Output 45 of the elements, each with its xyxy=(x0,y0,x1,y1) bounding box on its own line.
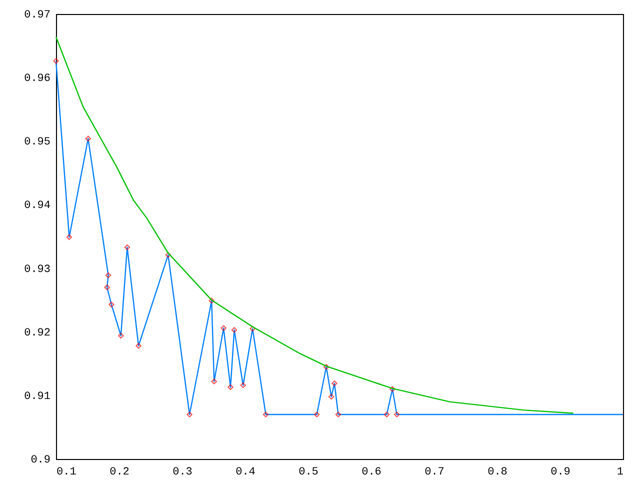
point xyxy=(394,412,400,418)
point xyxy=(211,378,217,384)
point xyxy=(66,234,72,240)
y-tick-label: 0.94 xyxy=(24,200,51,212)
x-tick-label: 0.8 xyxy=(488,466,508,478)
point xyxy=(118,332,124,339)
x-tick-label: 0.4 xyxy=(236,466,256,478)
point xyxy=(208,298,214,304)
point xyxy=(104,284,110,290)
x-tick-label: 0.9 xyxy=(550,466,570,478)
x-tick-label: 0.2 xyxy=(110,466,130,478)
point xyxy=(53,58,59,64)
x-tick-label: 0.7 xyxy=(424,466,444,478)
x-tick-label: 0.1 xyxy=(56,466,77,478)
point xyxy=(136,343,142,349)
y-tick-label: 0.91 xyxy=(24,390,51,403)
point xyxy=(85,136,91,142)
y-tick-label: 0.9 xyxy=(30,454,50,466)
point xyxy=(323,364,330,370)
y-tick-label: 0.95 xyxy=(24,136,50,149)
x-tick-label: 0.5 xyxy=(298,466,318,478)
point xyxy=(262,412,269,418)
x-tick-label: 1 xyxy=(616,466,624,478)
point xyxy=(335,412,342,418)
point xyxy=(220,325,226,331)
point xyxy=(108,302,114,308)
point xyxy=(165,252,171,258)
point xyxy=(231,327,238,333)
point xyxy=(332,380,338,386)
point xyxy=(328,394,334,400)
y-tick-label: 0.97 xyxy=(24,10,50,22)
y-tick-label: 0.93 xyxy=(24,264,50,276)
point xyxy=(228,384,234,390)
point xyxy=(240,382,246,388)
x-tick-label: 0.6 xyxy=(362,466,382,478)
point xyxy=(390,386,396,392)
y-tick-label: 0.96 xyxy=(24,73,50,86)
y-tick-label: 0.92 xyxy=(24,327,50,340)
x-tick-label: 0.3 xyxy=(172,466,192,478)
point xyxy=(186,412,192,418)
point xyxy=(124,244,130,250)
point xyxy=(105,272,112,278)
point xyxy=(384,412,390,418)
point xyxy=(250,326,256,332)
point xyxy=(314,412,320,418)
